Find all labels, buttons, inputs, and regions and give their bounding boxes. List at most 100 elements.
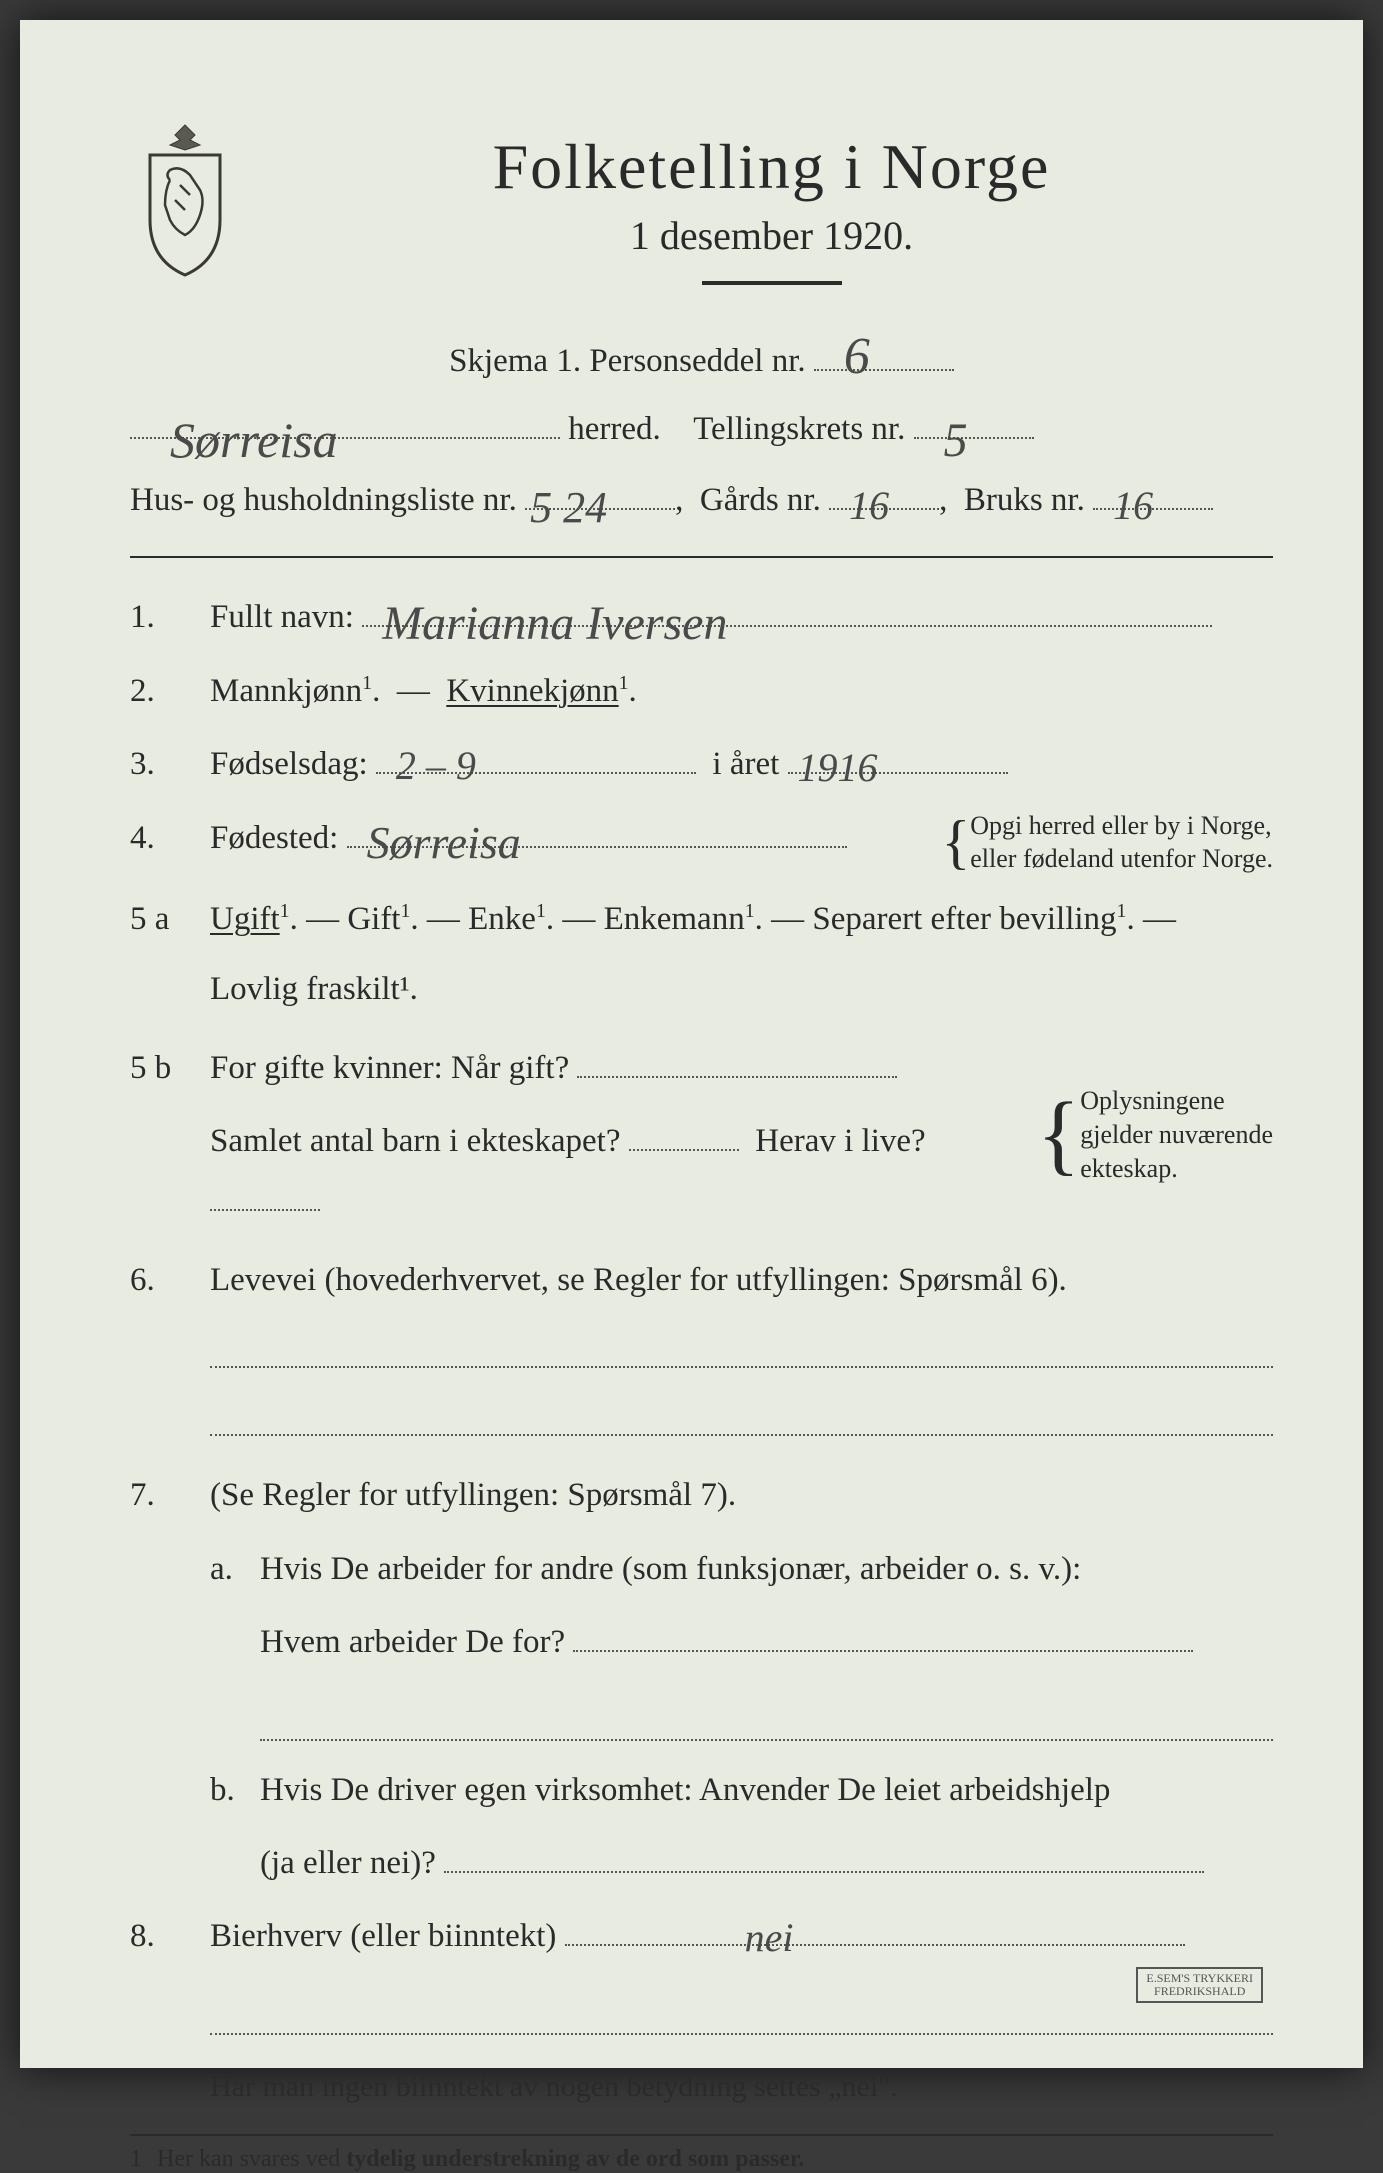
q5b-c: Herav i live?: [755, 1123, 925, 1159]
subtitle: 1 desember 1920.: [270, 212, 1273, 259]
q6-num: 6.: [130, 1251, 210, 1436]
q4-field: Sørreisa: [347, 846, 847, 848]
footnote-a: Her kan svares ved: [157, 2146, 346, 2172]
q1-body: Fullt navn: Marianna Iversen: [210, 588, 1273, 647]
q3-row: 3. Fødselsdag: 2 – 9 i året 1916: [130, 735, 1273, 794]
q3-mid: i året: [712, 746, 779, 782]
q4-num: 4.: [130, 809, 210, 877]
q3-num: 3.: [130, 735, 210, 794]
q4-body: Fødested: Sørreisa { Opgi herred eller b…: [210, 809, 1273, 877]
title-divider: [702, 281, 842, 285]
q5b-note-a: Oplysningene: [1080, 1084, 1273, 1118]
q3-body: Fødselsdag: 2 – 9 i året 1916: [210, 735, 1273, 794]
herred-field: Sørreisa: [130, 437, 560, 439]
husliste-label: Hus- og husholdningsliste nr.: [130, 482, 517, 518]
q1-row: 1. Fullt navn: Marianna Iversen: [130, 588, 1273, 647]
gards-value: 16: [849, 468, 889, 544]
q3-year-field: 1916: [788, 772, 1008, 774]
q4-label: Fødested:: [210, 820, 338, 856]
q7-body: (Se Regler for utfyllingen: Spørsmål 7).: [210, 1466, 1273, 1525]
herred-line: Sørreisa herred. Tellingskrets nr. 5: [130, 398, 1273, 461]
q7a-row: a. Hvis De arbeider for andre (som funks…: [130, 1540, 1273, 1741]
q2-kvinne: Kvinnekjønn: [446, 673, 618, 709]
q5b-row: 5 b For gifte kvinner: Når gift? Samlet …: [130, 1039, 1273, 1231]
q5b-note-c: ekteskap.: [1080, 1152, 1273, 1186]
skjema-line: Skjema 1. Personseddel nr. 6: [130, 343, 1273, 380]
q6-body: Levevei (hovederhvervet, se Regler for u…: [210, 1251, 1273, 1436]
gards-field: 16: [829, 508, 939, 510]
q7b-body: Hvis De driver egen virksomhet: Anvender…: [260, 1761, 1273, 1894]
bruks-label: Bruks nr.: [964, 482, 1085, 518]
q4-note-b: eller fødeland utenfor Norge.: [970, 842, 1273, 876]
separator-1: [130, 556, 1273, 558]
q5a-ugift: Ugift: [210, 901, 280, 937]
q5b-num: 5 b: [130, 1039, 210, 1231]
q5b-body: For gifte kvinner: Når gift? Samlet anta…: [210, 1039, 1273, 1231]
q7-num: 7.: [130, 1466, 210, 1525]
header: Folketelling i Norge 1 desember 1920.: [130, 120, 1273, 323]
q7b-row: b. Hvis De driver egen virksomhet: Anven…: [130, 1761, 1273, 1894]
q2-mann: Mannkjønn: [210, 673, 362, 709]
q5b-b: Samlet antal barn i ekteskapet?: [210, 1123, 621, 1159]
q2-body: Mannkjønn1. — Kvinnekjønn1.: [210, 662, 1273, 721]
q1-label: Fullt navn:: [210, 599, 354, 635]
q7a-field: [573, 1650, 1193, 1652]
tellingskrets-field: 5: [914, 437, 1034, 439]
brace-icon-2: {: [1037, 1099, 1080, 1171]
q8-field: nei: [565, 1944, 1185, 1946]
q8-value: nei: [745, 1902, 794, 1974]
q4-note-a: Opgi herred eller by i Norge,: [970, 809, 1273, 843]
title-block: Folketelling i Norge 1 desember 1920.: [270, 120, 1273, 323]
q5b-live-field: [210, 1209, 320, 1211]
q7-row: 7. (Se Regler for utfyllingen: Spørsmål …: [130, 1466, 1273, 1525]
herred-label: herred.: [568, 411, 661, 447]
stamp-b: FREDRIKSHALD: [1146, 1985, 1253, 1998]
footnote-b: tydelig understrekning av de ord som pas…: [346, 2146, 804, 2172]
personseddel-field: 6: [814, 369, 954, 371]
q1-num: 1.: [130, 588, 210, 647]
q8-field-2: [210, 2007, 1273, 2035]
q3-day-value: 2 – 9: [396, 730, 476, 802]
stamp-a: E.SEM'S TRYKKERI: [1146, 1972, 1253, 1985]
footnote-num: 1: [130, 2146, 142, 2173]
q7a-body: Hvis De arbeider for andre (som funksjon…: [260, 1540, 1273, 1741]
q5b-note: Oplysningene gjelder nuværende ekteskap.: [1080, 1084, 1273, 1185]
main-title: Folketelling i Norge: [270, 130, 1273, 204]
q5a-row: 5 a Ugift1. — Gift1. — Enke1. — Enkemann…: [130, 890, 1273, 1019]
q6-text: Levevei (hovederhvervet, se Regler for u…: [210, 1262, 1067, 1298]
q7a-sub: a.: [210, 1540, 260, 1741]
q6-field-2: [210, 1408, 1273, 1436]
q5b-a: For gifte kvinner: Når gift?: [210, 1050, 569, 1086]
bruks-field: 16: [1093, 508, 1213, 510]
q5b-barn-field: [629, 1149, 739, 1151]
husliste-field: 5 24: [525, 508, 675, 510]
q3-day-field: 2 – 9: [376, 772, 696, 774]
q5b-gift-field: [577, 1076, 897, 1078]
q1-field: Marianna Iversen: [362, 625, 1212, 627]
footnote: 1 Her kan svares ved tydelig understrekn…: [130, 2134, 1273, 2173]
q4-note: Opgi herred eller by i Norge, eller føde…: [970, 809, 1273, 877]
q2-num: 2.: [130, 662, 210, 721]
q3-label: Fødselsdag:: [210, 746, 368, 782]
bruks-value: 16: [1113, 468, 1153, 544]
q5a-num: 5 a: [130, 890, 210, 1019]
q5b-note-b: gjelder nuværende: [1080, 1118, 1273, 1152]
q5a-body: Ugift1. — Gift1. — Enke1. — Enkemann1. —…: [210, 890, 1273, 1019]
tellingskrets-label: Tellingskrets nr.: [693, 411, 905, 447]
husliste-value: 5 24: [530, 466, 607, 550]
personseddel-value: 6: [844, 327, 870, 386]
gards-label: Gårds nr.: [700, 482, 821, 518]
q8-body: Bierhverv (eller biinntekt) nei Har man …: [210, 1907, 1273, 2113]
q7-text: (Se Regler for utfyllingen: Spørsmål 7).: [210, 1477, 736, 1513]
husliste-line: Hus- og husholdningsliste nr. 5 24 , Går…: [130, 469, 1273, 532]
brace-icon: {: [941, 818, 970, 866]
q3-year-value: 1916: [798, 732, 878, 804]
q7a-field-2: [260, 1713, 1273, 1741]
q4-value: Sørreisa: [367, 802, 521, 885]
q4-row: 4. Fødested: Sørreisa { Opgi herred elle…: [130, 809, 1273, 877]
skjema-label: Skjema 1. Personseddel nr.: [449, 343, 806, 379]
coat-of-arms-icon: [130, 120, 240, 280]
footnote-text: Her kan svares ved tydelig understreknin…: [157, 2146, 804, 2173]
q8-num: 8.: [130, 1907, 210, 2113]
q5a-line2: Lovlig fraskilt¹.: [210, 960, 1273, 1019]
